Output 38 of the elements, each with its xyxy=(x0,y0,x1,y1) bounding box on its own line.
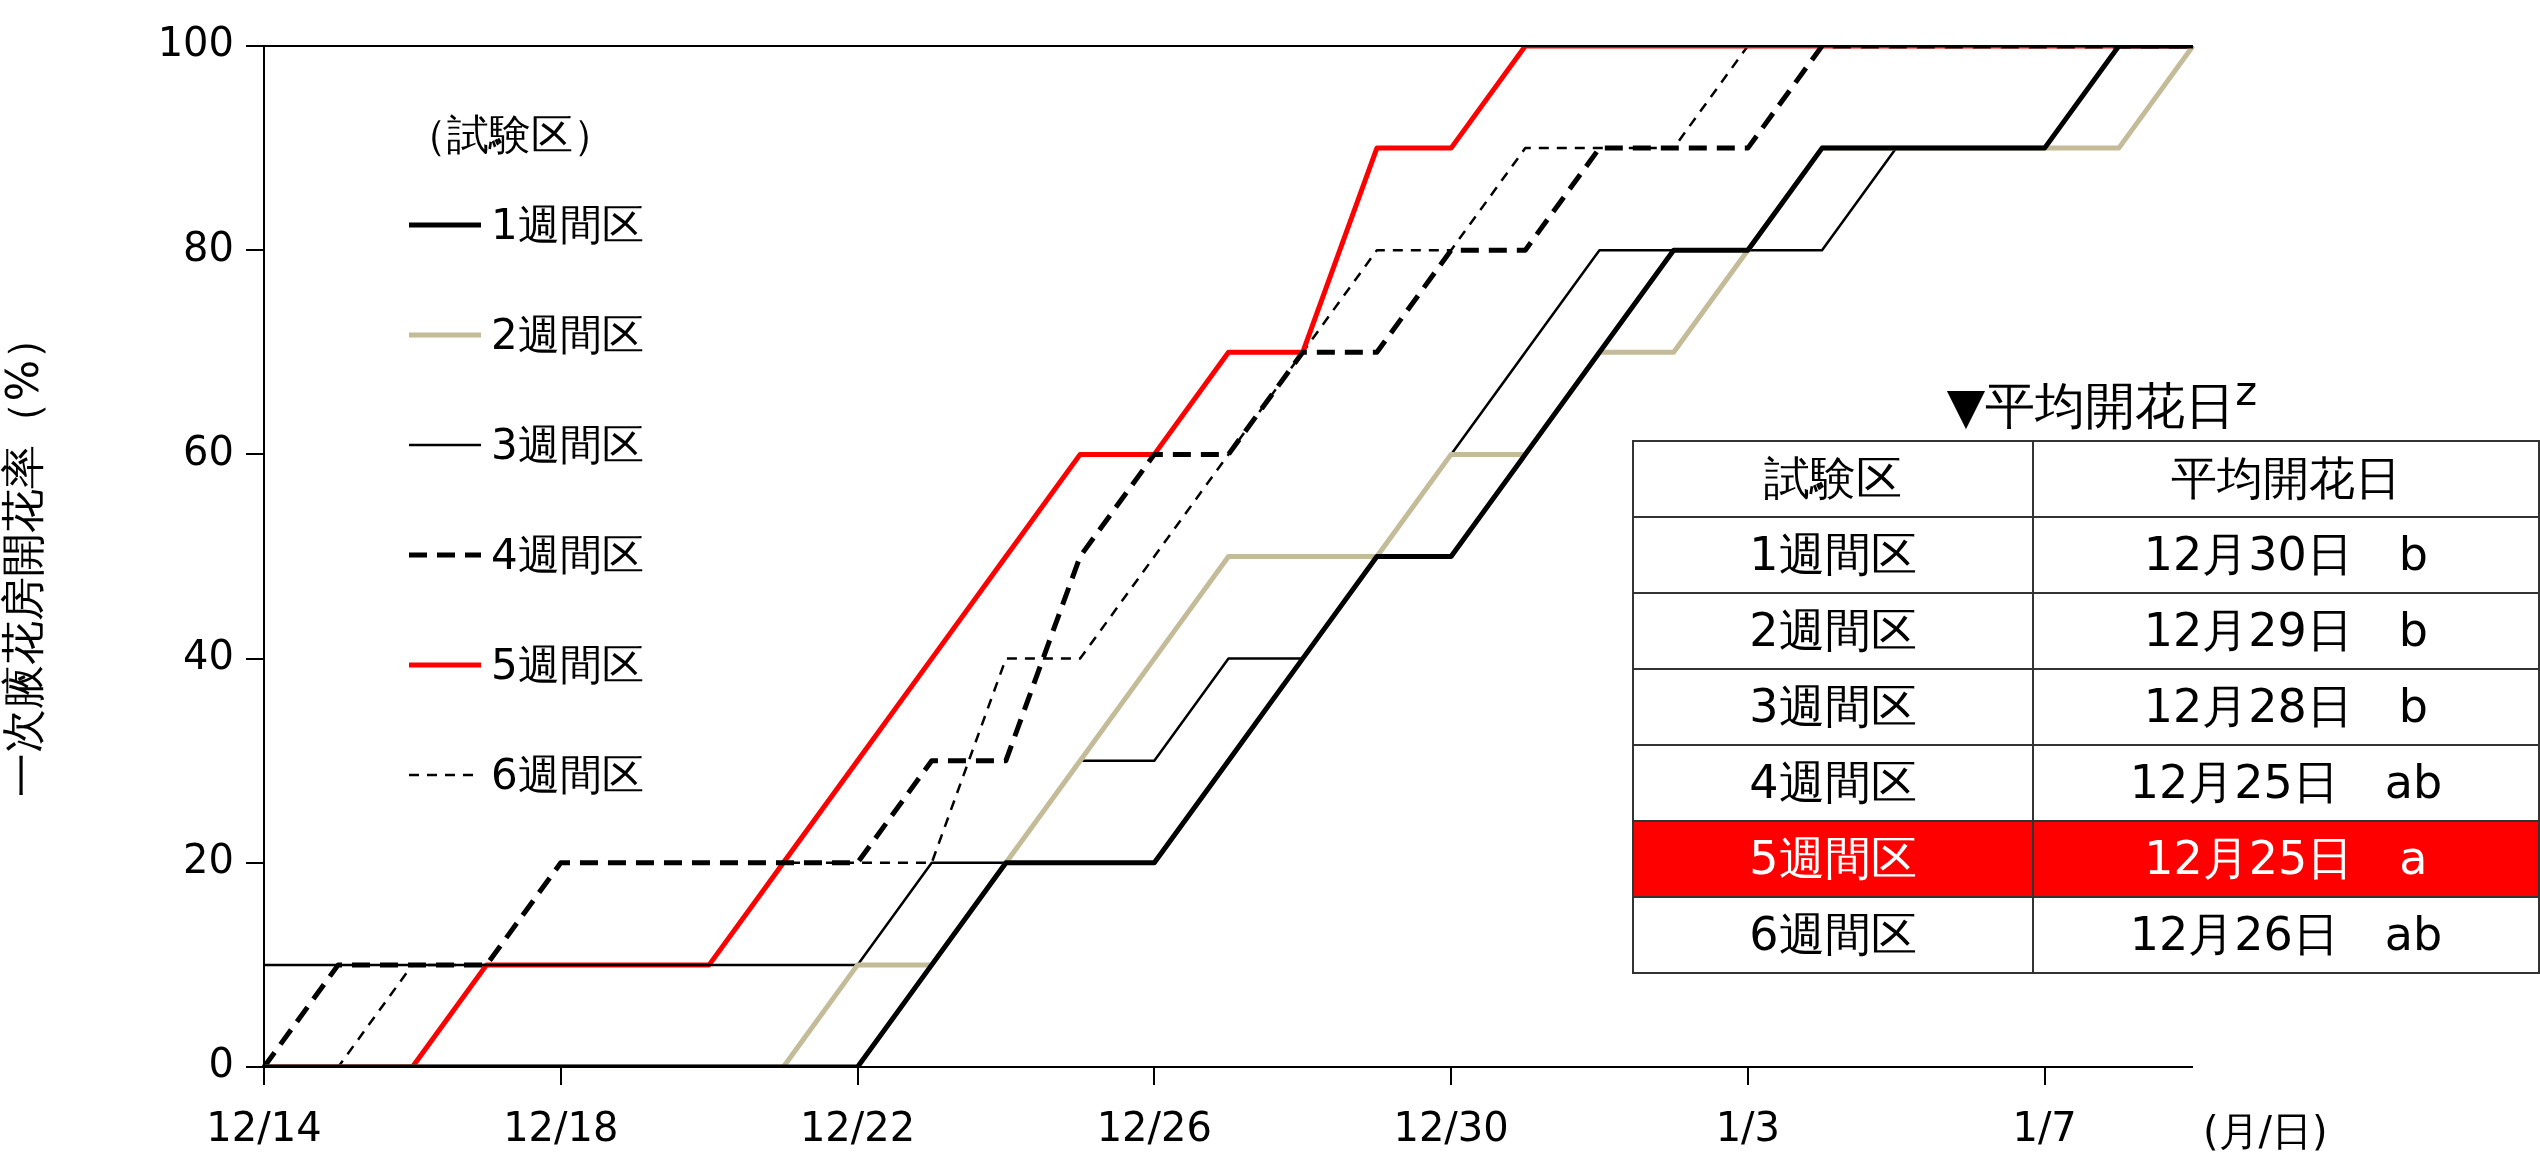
x-tick-label: 1/7 xyxy=(2012,1104,2077,1151)
annotation: 12月29日 b xyxy=(2032,593,2539,669)
annotation: 12月25日 a xyxy=(2032,821,2539,897)
annotation: 12月30日 b xyxy=(2032,517,2539,593)
annotation: 3週間区 xyxy=(1633,669,2033,745)
highlighted-table-row: 5週間区 12月25日 a xyxy=(1633,821,2539,897)
annotation: 2週間区 xyxy=(1633,593,2033,669)
annotation: 4週間区 xyxy=(1633,745,2033,821)
annotation: ▼平均開花日$^{z}$ xyxy=(1945,365,2259,437)
y-tick-label: 20 xyxy=(183,836,234,883)
x-tick-label: 12/30 xyxy=(1393,1104,1509,1151)
y-tick-label: 100 xyxy=(157,19,234,66)
x-tick-label: 12/26 xyxy=(1096,1104,1212,1151)
x-axis-title: (月/日) xyxy=(2203,1108,2328,1155)
annotation: 1週間区 xyxy=(1633,517,2033,593)
legend-label: 5週間区 xyxy=(491,639,644,691)
x-tick-label: 12/14 xyxy=(206,1104,322,1151)
y-tick-label: 60 xyxy=(183,427,234,474)
y-tick-label: 0 xyxy=(208,1040,234,1087)
legend-label: 2週間区 xyxy=(491,309,644,361)
annotation: 平均開花日 xyxy=(2032,441,2539,517)
annotation: 6週間区 xyxy=(1633,897,2033,973)
legend-label: 3週間区 xyxy=(491,419,644,471)
annotation: 12月26日 ab xyxy=(2032,897,2539,973)
legend-title: （試験区） xyxy=(405,109,616,161)
annotation: 5週間区 xyxy=(1633,821,2033,897)
annotation: 12月25日 ab xyxy=(2032,745,2539,821)
annotation: 12月28日 b xyxy=(2032,669,2539,745)
x-tick-label: 12/18 xyxy=(503,1104,619,1151)
y-tick-label: 40 xyxy=(183,631,234,678)
y-axis-title: 一次腋花房開花率（%） xyxy=(0,315,48,798)
legend-label: 1週間区 xyxy=(491,199,644,251)
legend-label: 4週間区 xyxy=(491,529,644,581)
y-tick-label: 80 xyxy=(183,223,234,270)
annotation: 試験区 xyxy=(1633,441,2033,517)
legend-label: 6週間区 xyxy=(491,749,644,801)
x-tick-label: 12/22 xyxy=(799,1104,916,1151)
x-tick-label: 1/3 xyxy=(1715,1104,1781,1151)
